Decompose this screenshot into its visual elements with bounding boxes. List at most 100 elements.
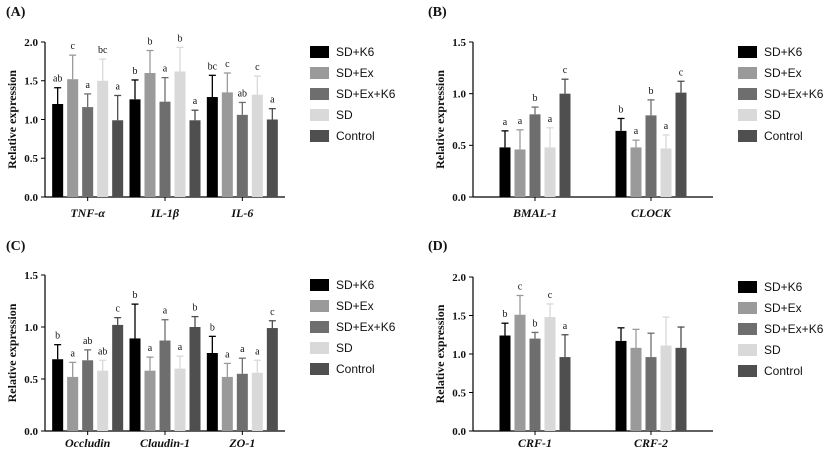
bar-control bbox=[675, 347, 687, 431]
bar-sd-k6 bbox=[615, 130, 627, 197]
significance-label: a bbox=[634, 126, 639, 137]
y-tick-label: 1.5 bbox=[452, 37, 466, 49]
bar-sd bbox=[660, 345, 672, 431]
legend-swatch bbox=[310, 342, 329, 354]
bar-control bbox=[675, 92, 687, 197]
bar-control bbox=[559, 93, 571, 197]
legend-label: SD+Ex bbox=[764, 66, 802, 80]
panel-letter: (C) bbox=[6, 239, 26, 254]
y-tick-label: 0.0 bbox=[24, 192, 38, 204]
bar-sd-ex-k6 bbox=[236, 114, 248, 197]
panel-a: (A) Relative expression 0.0 0.5 1.0 1.5 2.0 TNF… bbox=[5, 5, 395, 220]
significance-label: a bbox=[163, 64, 168, 75]
bar-sd bbox=[544, 147, 556, 197]
legend-swatch bbox=[738, 88, 757, 100]
y-tick-label: 1.5 bbox=[24, 76, 38, 88]
legend-label: SD+K6 bbox=[336, 278, 375, 292]
legend-swatch bbox=[310, 109, 329, 121]
legend-swatch bbox=[310, 67, 329, 79]
significance-label: b bbox=[55, 331, 60, 342]
legend-swatch bbox=[738, 323, 757, 335]
legend-label: SD bbox=[764, 343, 781, 357]
significance-label: a bbox=[70, 348, 75, 359]
bar-sd-k6 bbox=[52, 104, 64, 197]
bar-sd-ex bbox=[67, 79, 79, 197]
bar-sd-ex bbox=[144, 370, 156, 431]
bar-sd-k6 bbox=[499, 335, 511, 431]
panel-d: (D) Relative expression 0.0 0.5 1.0 1.5 2.0 CRF… bbox=[428, 239, 824, 450]
legend-label: SD bbox=[336, 108, 353, 122]
y-axis-title: Relative expression bbox=[433, 70, 447, 169]
panel-letter: (B) bbox=[428, 5, 447, 20]
significance-label: a bbox=[178, 342, 183, 353]
x-category-label: Claudin-1 bbox=[140, 436, 190, 450]
significance-label: b bbox=[649, 86, 654, 97]
bar-sd-k6 bbox=[52, 359, 64, 431]
bar-control bbox=[189, 120, 201, 197]
bar-control bbox=[559, 357, 571, 431]
bar-sd-k6 bbox=[615, 340, 627, 431]
significance-label: a bbox=[225, 349, 230, 360]
x-category-label: CRF-2 bbox=[634, 436, 668, 450]
significance-label: c bbox=[115, 304, 120, 315]
bar-sd-ex bbox=[630, 347, 642, 431]
significance-label: a bbox=[163, 306, 168, 317]
legend-swatch bbox=[738, 365, 757, 377]
x-category-label: ZO-1 bbox=[228, 436, 255, 450]
significance-label: a bbox=[664, 121, 669, 132]
bar-sd-ex-k6 bbox=[82, 107, 94, 197]
y-tick-label: 0.0 bbox=[452, 426, 466, 438]
significance-label: b bbox=[178, 33, 183, 44]
significance-label: b bbox=[533, 318, 538, 329]
bar-sd-ex-k6 bbox=[645, 357, 657, 431]
y-tick-label: 0.0 bbox=[452, 192, 466, 204]
y-tick-label: 0.5 bbox=[24, 374, 38, 386]
significance-label: a bbox=[270, 95, 275, 106]
legend-swatch bbox=[738, 67, 757, 79]
bar-sd bbox=[251, 94, 263, 197]
significance-label: c bbox=[270, 307, 275, 318]
y-tick-label: 1.5 bbox=[24, 270, 38, 282]
significance-label: c bbox=[255, 62, 260, 73]
x-category-label: Occludin bbox=[65, 436, 111, 450]
bar-sd bbox=[97, 80, 109, 197]
significance-label: ab bbox=[53, 74, 62, 85]
legend-swatch bbox=[310, 130, 329, 142]
legend-label: SD bbox=[336, 341, 353, 355]
panel-c: (C) Relative expression 0.0 0.5 1.0 1.5 Occlud… bbox=[5, 239, 395, 450]
significance-label: ab bbox=[98, 346, 107, 357]
bar-sd bbox=[251, 372, 263, 431]
y-axis-title: Relative expression bbox=[433, 304, 447, 403]
y-axis-title: Relative expression bbox=[5, 303, 19, 402]
legend-swatch bbox=[310, 88, 329, 100]
significance-label: a bbox=[240, 344, 245, 355]
y-axis-title: Relative expression bbox=[5, 70, 19, 169]
legend-swatch bbox=[310, 279, 329, 291]
significance-label: c bbox=[518, 281, 523, 292]
significance-label: ab bbox=[83, 336, 92, 347]
legend-label: Control bbox=[336, 362, 375, 376]
bar-sd-ex bbox=[221, 376, 233, 431]
bar-control bbox=[266, 328, 278, 431]
x-category-label: IL-1β bbox=[150, 206, 180, 220]
bar-sd-ex bbox=[514, 149, 526, 197]
bar-sd-ex-k6 bbox=[82, 360, 94, 431]
x-category-label: BMAL-1 bbox=[512, 206, 557, 220]
y-tick-label: 2.0 bbox=[452, 272, 466, 284]
legend-label: SD+K6 bbox=[764, 45, 803, 59]
legend-label: SD+K6 bbox=[336, 45, 375, 59]
bar-sd-ex-k6 bbox=[645, 115, 657, 197]
legend-label: SD bbox=[764, 108, 781, 122]
bar-sd-ex-k6 bbox=[236, 373, 248, 431]
y-tick-label: 1.0 bbox=[452, 349, 466, 361]
significance-label: b bbox=[148, 37, 153, 48]
bar-control bbox=[112, 120, 124, 197]
bar-sd-ex bbox=[144, 73, 156, 197]
legend-swatch bbox=[738, 344, 757, 356]
bar-sd-ex bbox=[221, 92, 233, 197]
significance-label: a bbox=[548, 114, 553, 125]
legend-label: SD+Ex+K6 bbox=[336, 320, 396, 334]
panel-b: (B) Relative expression 0.0 0.5 1.0 1.5 BMAL-1… bbox=[428, 5, 824, 220]
bar-sd-k6 bbox=[129, 99, 141, 197]
